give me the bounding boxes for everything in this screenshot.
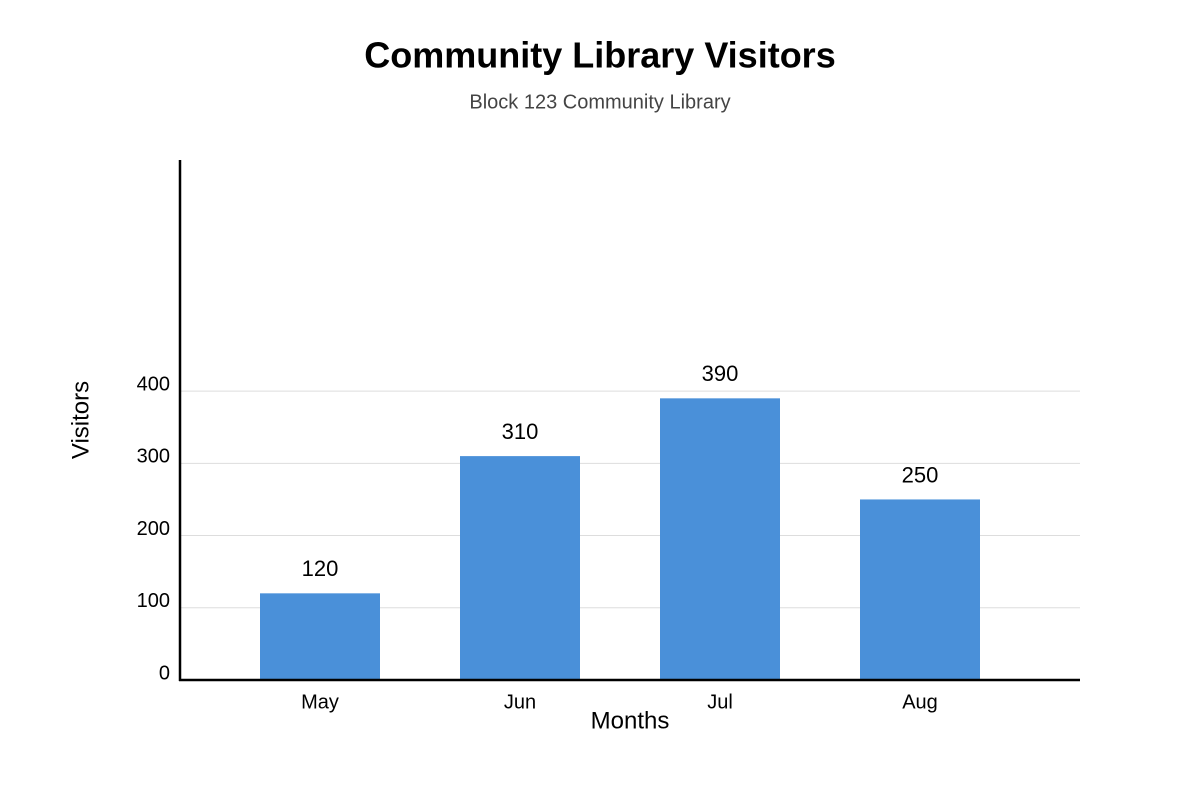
x-axis-label: Months <box>591 707 670 734</box>
x-tick-label: Jul <box>707 691 733 713</box>
bars <box>260 398 980 680</box>
bar <box>660 398 780 680</box>
y-tick-label: 200 <box>137 518 170 540</box>
y-tick-label: 0 <box>159 662 170 684</box>
x-tick-label: Jun <box>504 691 536 713</box>
data-label: 390 <box>702 361 739 386</box>
y-axis-label: Visitors <box>67 381 94 459</box>
bar <box>460 456 580 680</box>
data-label: 250 <box>902 462 939 487</box>
y-tick-label: 300 <box>137 446 170 468</box>
chart-subtitle: Block 123 Community Library <box>469 91 730 113</box>
y-tick-label: 100 <box>137 590 170 612</box>
data-label: 120 <box>302 556 339 581</box>
bar <box>860 499 980 680</box>
bar <box>260 593 380 680</box>
data-label: 310 <box>502 419 539 444</box>
x-tick-label: May <box>301 691 339 713</box>
chart-title: Community Library Visitors <box>364 35 835 76</box>
y-tick-label: 400 <box>137 373 170 395</box>
x-tick-label: Aug <box>902 691 938 713</box>
